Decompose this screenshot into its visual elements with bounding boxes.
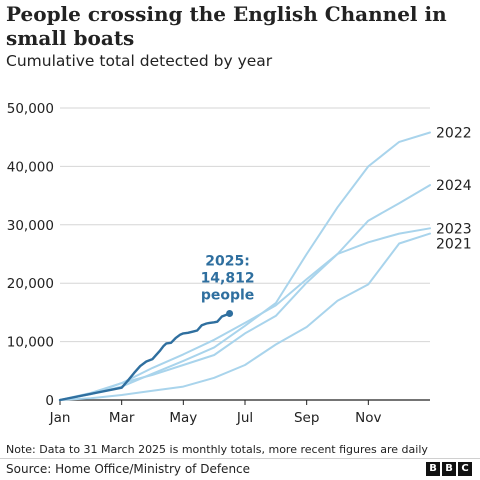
x-tick-label: May bbox=[169, 410, 197, 426]
annotation-line: 14,812 bbox=[201, 270, 255, 286]
y-tick-label: 30,000 bbox=[7, 218, 54, 234]
series-label-2023: 2023 bbox=[436, 221, 472, 237]
annotation-line: 2025: bbox=[205, 253, 250, 269]
series-line-2021 bbox=[59, 232, 431, 401]
line-chart: 0 10,000 20,000 30,000 40,000 50,000 Jan Mar May… bbox=[7, 101, 472, 426]
series-endpoint-2025 bbox=[226, 309, 234, 317]
series-label-2022: 2022 bbox=[436, 126, 472, 142]
x-tick-label: Sep bbox=[294, 410, 319, 426]
chart-source: Source: Home Office/Ministry of Defence bbox=[6, 462, 251, 476]
logo-letter-c: C bbox=[458, 462, 472, 476]
x-tick-label: Jul bbox=[236, 410, 253, 426]
logo-letter-b1: B bbox=[426, 462, 440, 476]
y-tick-label: 0 bbox=[45, 393, 54, 409]
chart-title: People crossing the English Channel in s… bbox=[6, 2, 447, 50]
chart-note: Note: Data to 31 March 2025 is monthly t… bbox=[6, 443, 428, 456]
y-tick-label: 50,000 bbox=[7, 101, 54, 117]
bbc-logo: B B C bbox=[426, 462, 472, 476]
series-line-2025 bbox=[58, 312, 231, 402]
y-tick-label: 20,000 bbox=[7, 276, 54, 292]
series-label-2021: 2021 bbox=[436, 236, 472, 252]
x-tick-label: Jan bbox=[49, 410, 71, 426]
y-tick-label: 40,000 bbox=[7, 159, 54, 175]
chart-subtitle: Cumulative total detected by year bbox=[6, 52, 273, 70]
annotation-line: people bbox=[201, 287, 254, 303]
footer-divider bbox=[0, 458, 480, 459]
y-tick-label: 10,000 bbox=[7, 335, 54, 351]
x-tick-label: Mar bbox=[109, 410, 135, 426]
logo-letter-b2: B bbox=[442, 462, 456, 476]
series-label-2024: 2024 bbox=[436, 178, 472, 194]
x-tick-label: Nov bbox=[355, 410, 381, 426]
series-line-2023 bbox=[59, 227, 431, 401]
